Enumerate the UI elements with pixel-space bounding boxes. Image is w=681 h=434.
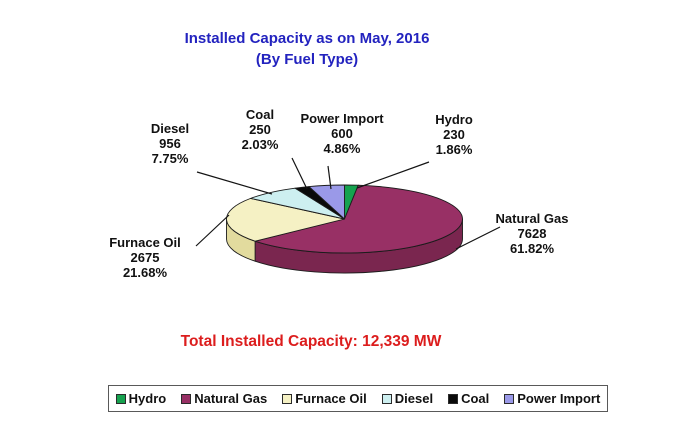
legend-label: Diesel [394, 391, 434, 406]
callout-label: Diesel [150, 121, 190, 136]
legend-label: Hydro [128, 391, 167, 406]
legend-item-natural-gas: Natural Gas [181, 391, 267, 406]
callout-natural-gas: Natural Gas 7628 61.82% [496, 211, 569, 256]
callout-value: 7628 [517, 226, 547, 241]
callout-pct: 21.68% [122, 265, 168, 280]
legend-swatch-icon [504, 393, 515, 404]
legend-swatch-icon [381, 393, 392, 404]
pie-slice-furnace-oil [226, 197, 345, 242]
leader-line-hydro [356, 161, 430, 189]
callout-label: Natural Gas [495, 211, 569, 226]
callout-label: Power Import [300, 111, 384, 126]
legend-item-hydro: Hydro [115, 391, 167, 406]
chart-title: Installed Capacity as on May, 2016 (By F… [0, 28, 614, 70]
callout-coal: Coal 250 2.03% [242, 107, 279, 152]
callout-value: 250 [249, 122, 271, 137]
legend-label: Natural Gas [194, 391, 268, 406]
callout-furnace-oil: Furnace Oil 2675 21.68% [109, 235, 181, 280]
pie-slice-natural-gas [254, 184, 463, 254]
pie-slices [226, 184, 463, 274]
callout-pct: 4.86% [323, 141, 361, 156]
legend-item-diesel: Diesel [381, 391, 434, 406]
leader-lines [195, 157, 501, 250]
legend-swatch-icon [181, 393, 192, 404]
callout-diesel: Diesel 956 7.75% [151, 121, 189, 166]
callout-value: 956 [159, 136, 181, 151]
leader-line-furnace-oil [195, 214, 230, 247]
callout-value: 2675 [130, 250, 160, 265]
callout-label: Furnace Oil [109, 235, 181, 250]
callout-label: Hydro [435, 112, 473, 127]
callout-pct: 2.03% [241, 137, 279, 152]
legend-item-furnace-oil: Furnace Oil [282, 391, 367, 406]
legend-label: Power Import [517, 391, 601, 406]
callout-pct: 61.82% [509, 241, 555, 256]
leader-line-power-import [327, 165, 332, 190]
legend-swatch-icon [115, 393, 126, 404]
leader-line-coal [291, 157, 308, 190]
callout-pct: 7.75% [151, 151, 189, 166]
legend-swatch-icon [448, 393, 459, 404]
chart-title-line2: (By Fuel Type) [255, 51, 359, 68]
callout-pct: 1.86% [435, 142, 473, 157]
legend-label: Coal [461, 391, 490, 406]
total-capacity-text: Total Installed Capacity: 12,339 MW [180, 333, 442, 350]
callout-value: 230 [443, 127, 465, 142]
callout-value: 600 [331, 126, 353, 141]
legend-label: Furnace Oil [295, 391, 367, 406]
chart-title-line1: Installed Capacity as on May, 2016 [184, 30, 430, 47]
callout-hydro: Hydro 230 1.86% [435, 112, 473, 157]
chart-legend: Hydro Natural Gas Furnace Oil Diesel Coal Pow… [108, 385, 608, 412]
legend-item-coal: Coal [448, 391, 489, 406]
legend-item-power-import: Power Import [504, 391, 600, 406]
pie-slice-power-import [308, 184, 345, 220]
leader-line-natural-gas [455, 226, 501, 250]
leader-line-diesel [196, 171, 273, 195]
callout-label: Coal [245, 107, 275, 122]
callout-power-import: Power Import 600 4.86% [300, 111, 383, 156]
legend-swatch-icon [282, 393, 293, 404]
